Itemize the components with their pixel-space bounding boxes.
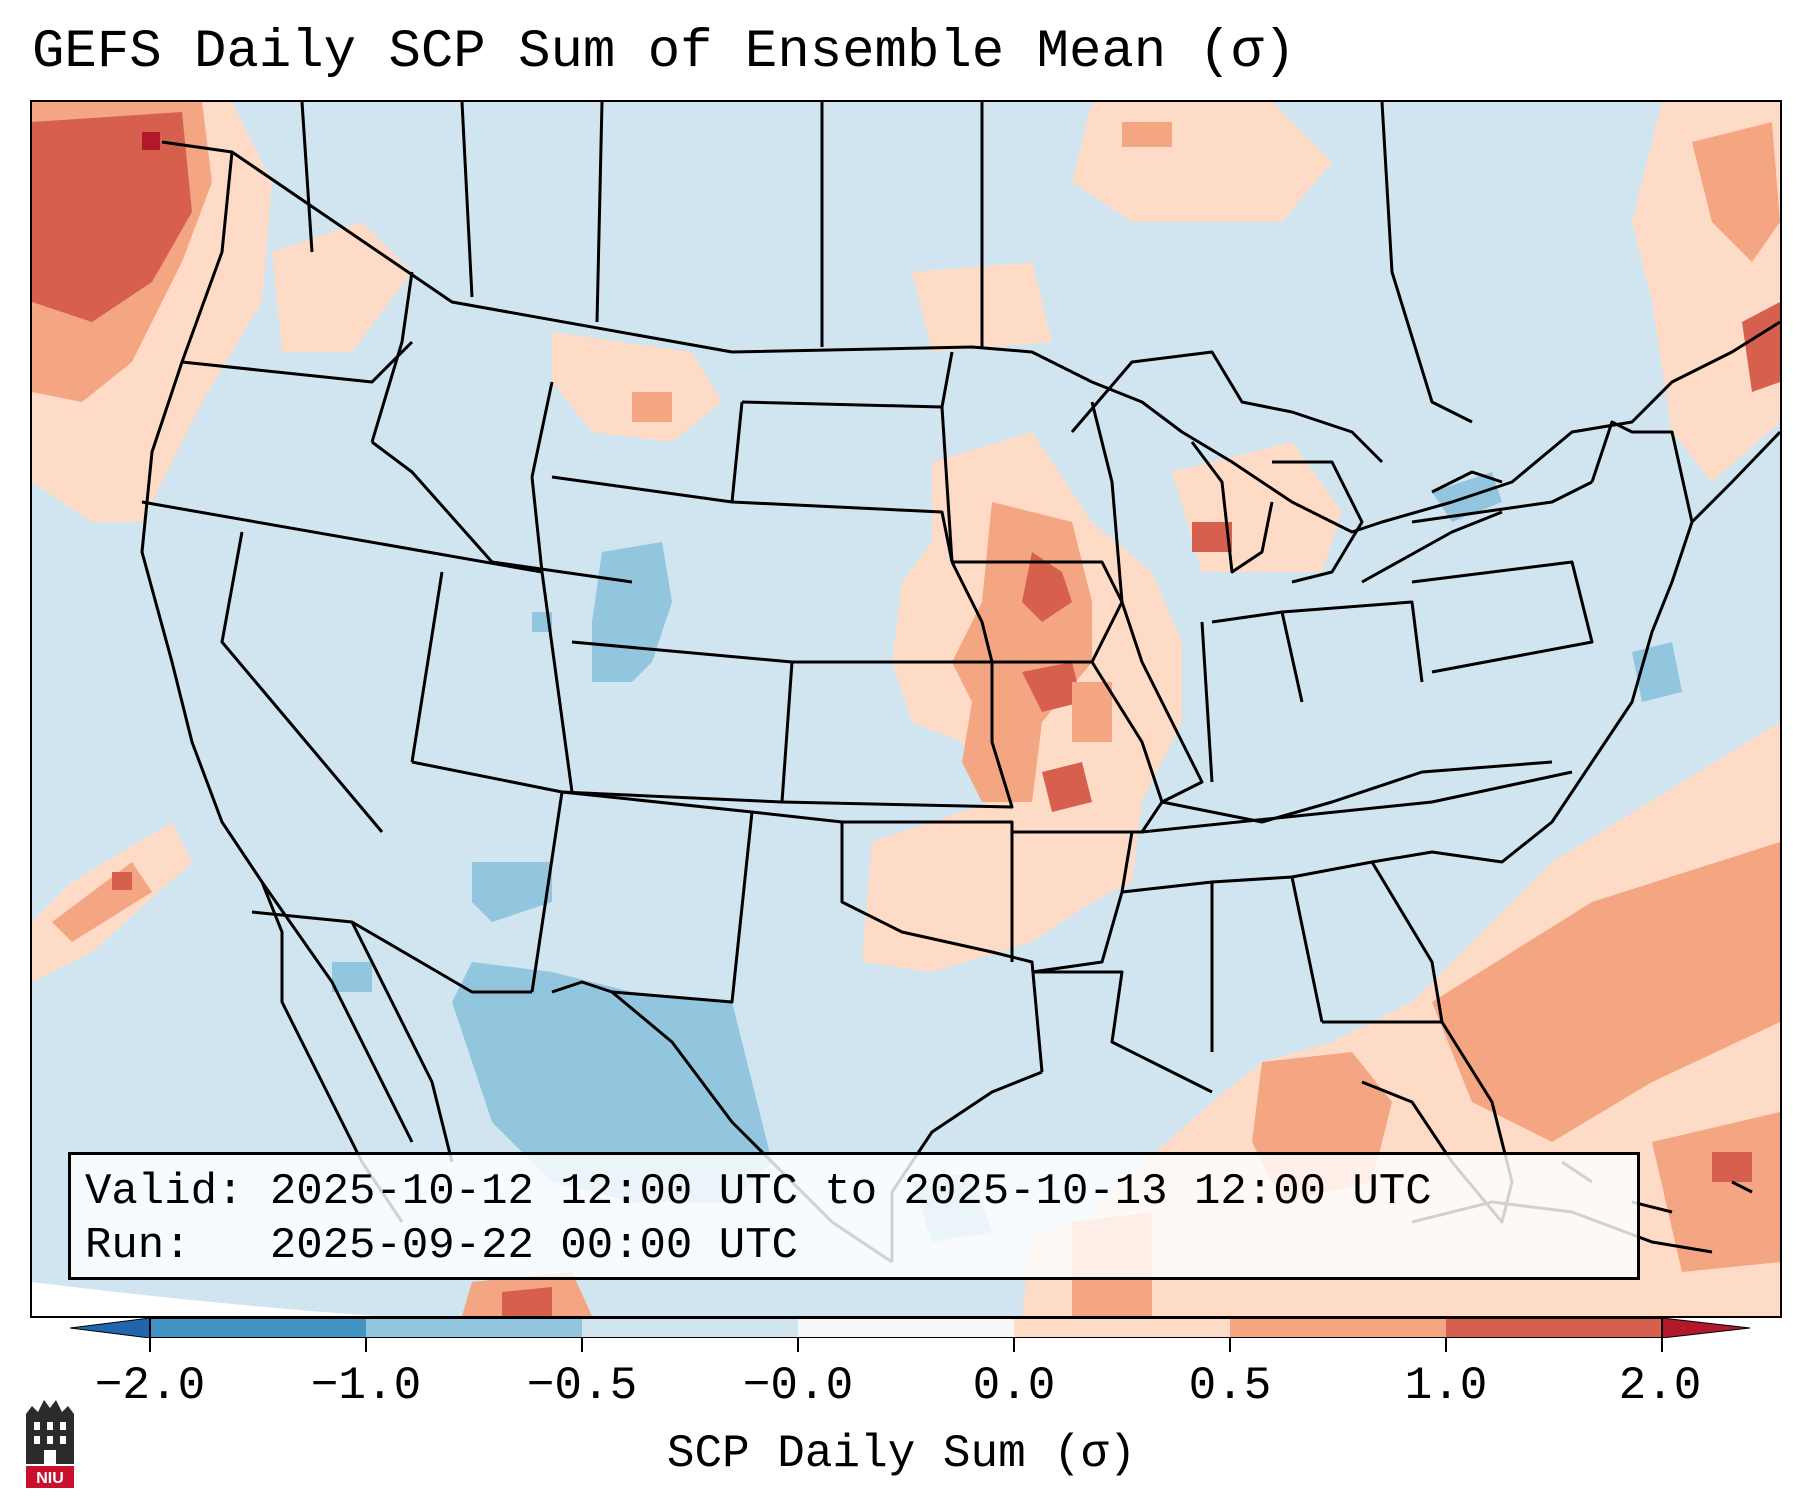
colorbar-segment-1 xyxy=(150,1318,366,1338)
colorbar-tick-label: 2.0 xyxy=(1618,1360,1702,1412)
colorbar xyxy=(70,1318,1750,1338)
colorbar-segment-5 xyxy=(1014,1318,1230,1338)
colorbar-segment-6 xyxy=(1230,1318,1446,1338)
colorbar-tick-mark xyxy=(1013,1338,1015,1352)
colorbar-extend-high xyxy=(1661,1318,1750,1338)
colorbar-segment-2 xyxy=(366,1318,582,1338)
map-panel: Valid: 2025-10-12 12:00 UTC to 2025-10-1… xyxy=(30,100,1782,1318)
niu-logo-icon: NIU xyxy=(26,1400,74,1488)
colorbar-tick-label: −0.0 xyxy=(742,1360,854,1412)
colorbar-segment-7 xyxy=(1446,1318,1662,1338)
colorbar-tick-mark xyxy=(1661,1338,1663,1352)
colorbar-label: SCP Daily Sum (σ) xyxy=(666,1428,1137,1480)
colorbar-tick-mark xyxy=(1445,1338,1447,1352)
colorbar-segment-4 xyxy=(798,1318,1014,1338)
colorbar-tick-label: −2.0 xyxy=(94,1360,206,1412)
colorbar-tick-mark xyxy=(149,1338,151,1352)
colorbar-tick-label: −1.0 xyxy=(310,1360,422,1412)
valid-label: Valid: xyxy=(85,1167,244,1217)
colorbar-tick-label: 0.0 xyxy=(972,1360,1056,1412)
colorbar-extend-low xyxy=(70,1318,151,1338)
colorbar-tick-label: −0.5 xyxy=(526,1360,638,1412)
colorbar-tick-mark xyxy=(797,1338,799,1352)
map-title: GEFS Daily SCP Sum of Ensemble Mean (σ) xyxy=(32,22,1296,83)
valid-run-info-box: Valid: 2025-10-12 12:00 UTC to 2025-10-1… xyxy=(68,1152,1640,1280)
colorbar-tick-mark xyxy=(1229,1338,1231,1352)
colorbar-tick-mark xyxy=(581,1338,583,1352)
run-row: Run: 2025-09-22 00:00 UTC xyxy=(85,1219,1623,1273)
colorbar-tick-label: 0.5 xyxy=(1188,1360,1272,1412)
run-value: 2025-09-22 00:00 UTC xyxy=(269,1221,798,1271)
scp-map xyxy=(32,102,1780,1316)
valid-row: Valid: 2025-10-12 12:00 UTC to 2025-10-1… xyxy=(85,1165,1623,1219)
colorbar-tick-mark xyxy=(365,1338,367,1352)
valid-value: 2025-10-12 12:00 UTC to 2025-10-13 12:00… xyxy=(269,1167,1432,1217)
colorbar-tick-label: 1.0 xyxy=(1404,1360,1488,1412)
run-label: Run: xyxy=(85,1221,191,1271)
colorbar-segment-3 xyxy=(582,1318,798,1338)
logo-text: NIU xyxy=(36,1470,64,1487)
